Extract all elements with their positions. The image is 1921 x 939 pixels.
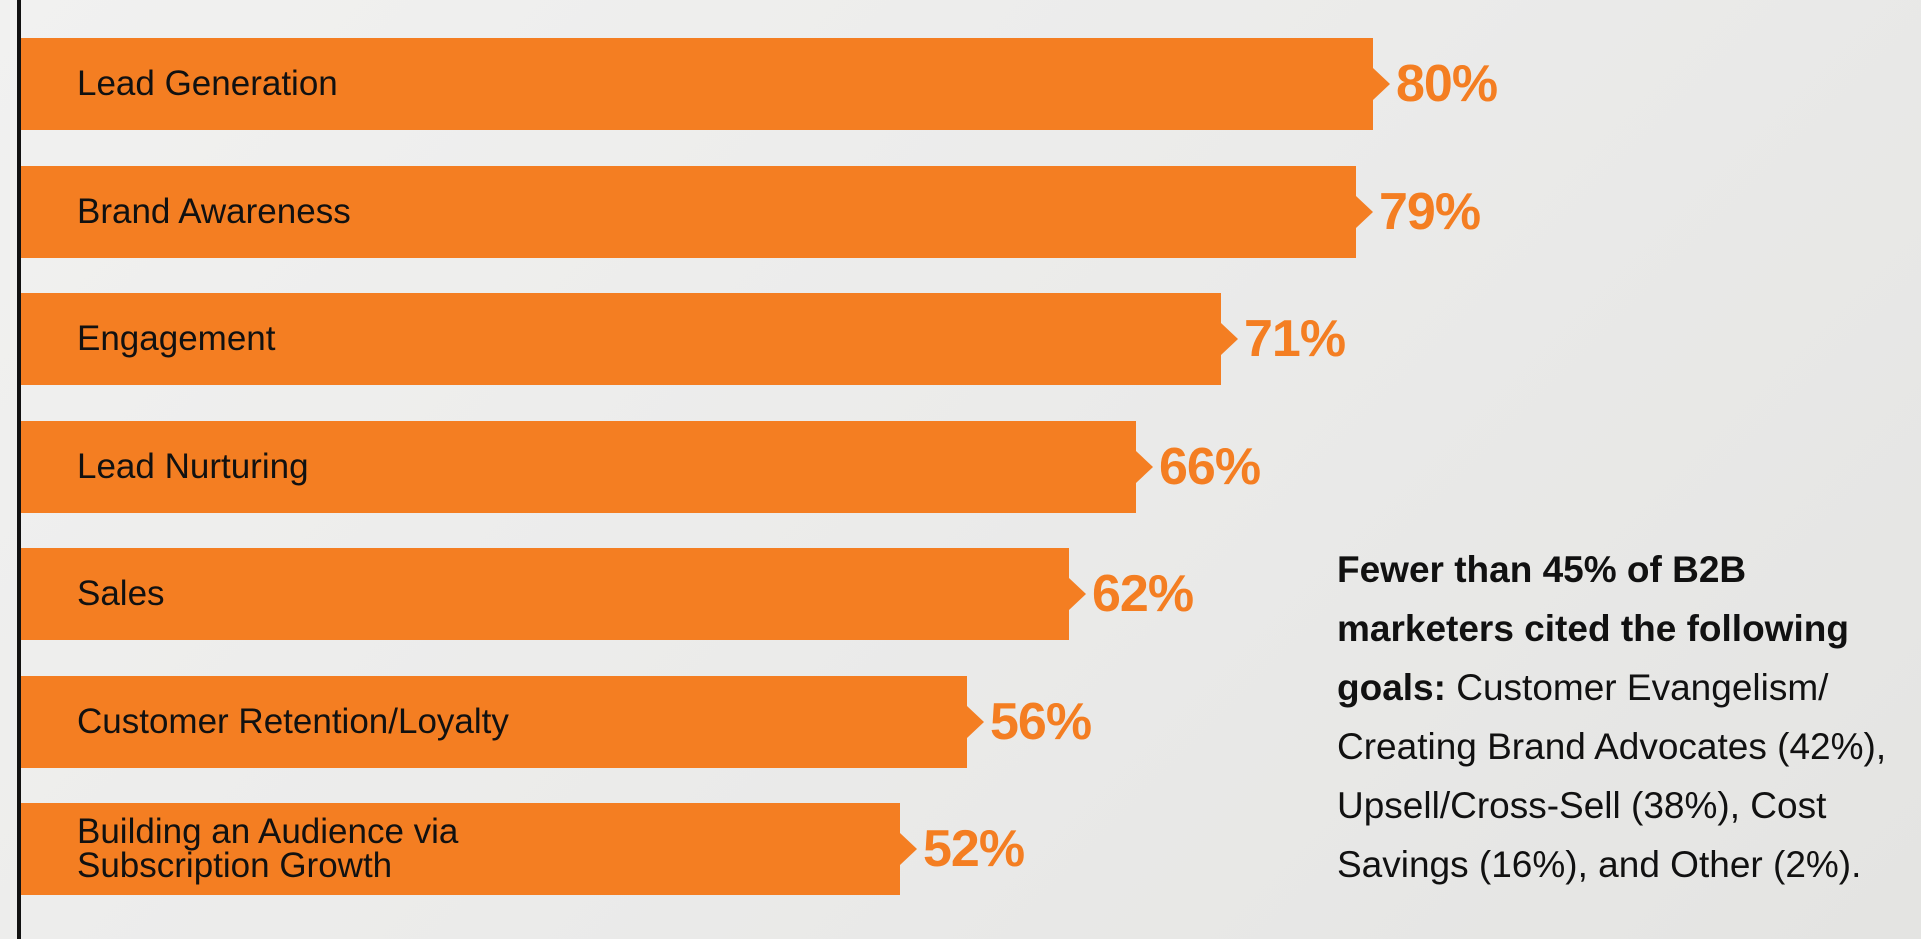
bar-fill xyxy=(21,548,1069,640)
bar-category-label: Engagement xyxy=(77,319,276,358)
bar-category-label: Building an Audience via Subscription Gr… xyxy=(77,812,459,885)
bar: Sales 62% xyxy=(21,548,1194,640)
bar-fill xyxy=(21,803,900,895)
bar: Lead Nurturing 66% xyxy=(21,421,1261,513)
bar-value-label: 80% xyxy=(1396,55,1498,113)
bar-tip xyxy=(1373,68,1390,100)
bar-category-label: Sales xyxy=(77,574,165,613)
bar-value-label: 66% xyxy=(1159,438,1261,496)
bar-tip xyxy=(1136,451,1153,483)
bar-category-label: Brand Awareness xyxy=(77,192,351,231)
y-axis-line xyxy=(17,0,21,939)
note-body: Customer Evangelism/ Creating Brand Advo… xyxy=(1337,667,1887,885)
bar-category-label: Lead Nurturing xyxy=(77,447,309,486)
bar: Brand Awareness 79% xyxy=(21,166,1481,258)
note-lead: Fewer than 45% of B2B marketers cited th… xyxy=(1337,549,1849,708)
bar-fill xyxy=(21,38,1373,130)
bar-tip xyxy=(1069,578,1086,610)
bar-value-label: 52% xyxy=(923,820,1025,878)
bar-tip xyxy=(1356,196,1373,228)
bar: Customer Retention/Loyalty 56% xyxy=(21,676,1092,768)
bar: Building an Audience via Subscription Gr… xyxy=(21,803,1025,895)
bar-fill xyxy=(21,676,967,768)
bar-tip xyxy=(900,833,917,865)
bar-fill xyxy=(21,166,1356,258)
bar-tip xyxy=(967,706,984,738)
bar-value-label: 71% xyxy=(1244,310,1346,368)
bar-value-label: 56% xyxy=(990,693,1092,751)
chart-note: Fewer than 45% of B2B marketers cited th… xyxy=(1337,540,1907,894)
bar-category-label: Customer Retention/Loyalty xyxy=(77,702,509,741)
bar: Engagement 71% xyxy=(21,293,1346,385)
bar-fill xyxy=(21,421,1136,513)
bar-fill xyxy=(21,293,1221,385)
bar-tip xyxy=(1221,323,1238,355)
bar: Lead Generation 80% xyxy=(21,38,1498,130)
bar-value-label: 79% xyxy=(1379,183,1481,241)
bar-value-label: 62% xyxy=(1092,565,1194,623)
bar-category-label: Lead Generation xyxy=(77,64,338,103)
